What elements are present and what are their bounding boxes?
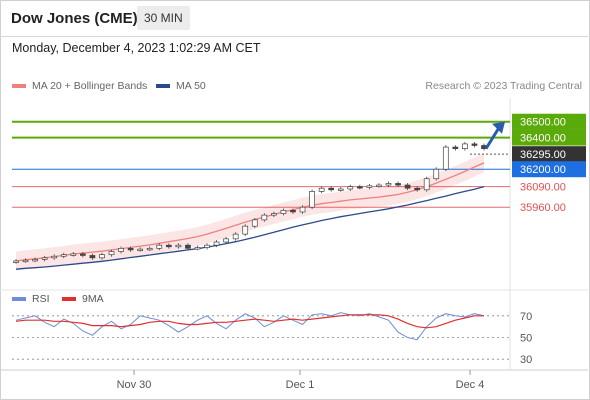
projection-arrow [484,126,501,150]
chart-header: Dow Jones (CME) 30 MIN [0,0,588,37]
candle-body [261,214,268,221]
legend-rsi-ma-label: 9MA [82,293,104,305]
candle-body [127,247,134,251]
candle-body [290,210,296,213]
instrument-title: Dow Jones (CME) [11,10,138,27]
x-tick-label: Dec 1 [286,379,315,391]
candle-body [385,183,392,186]
legend-ma20: MA 20 + Bollinger Bands [12,80,147,92]
legend-ma20-label: MA 20 + Bollinger Bands [32,80,148,92]
candle-body [99,254,105,259]
candle-body [242,225,249,235]
candle-body [347,186,354,190]
x-tick-label: Nov 30 [117,379,152,391]
level-label-36295.00: 36295.00 [520,149,566,161]
level-tag-36295.00 [512,146,586,163]
candle-body [185,244,191,249]
candle-body [89,255,96,259]
candle-body [204,244,210,248]
candle-body [280,210,287,214]
x-tick-label: Dec 4 [456,379,485,391]
candle-body [108,251,115,256]
ma50-line [15,185,485,270]
candle-body [232,233,239,240]
legend-ma50: MA 50 [156,80,206,92]
candle-body [271,213,277,216]
chart-datetime: Monday, December 4, 2023 1:02:29 AM CET [12,41,261,55]
candle-body [80,253,86,256]
level-label-36090.00: 36090.00 [520,182,566,194]
candle-body [299,206,306,213]
candle-body [175,244,182,248]
projection-arrow-head [492,121,505,134]
candle-body [13,260,19,263]
rsi-line [15,312,485,341]
candle-body [146,247,153,251]
rsi-tick-70: 70 [520,311,532,323]
candle-body [337,188,344,191]
candle-body [462,143,468,149]
candle-body [60,254,67,257]
ma20-line [15,162,485,262]
candle-body [251,219,258,227]
candle-body [213,241,220,246]
timeframe-button[interactable]: 30 MIN [137,6,190,30]
candle-body [165,244,172,248]
bollinger-band [16,153,484,271]
candle-body [376,184,382,187]
level-tag-36500.00 [512,113,586,130]
legend-rsi-label: RSI [32,293,50,305]
rsi-ma-line [15,314,484,329]
candle-body [51,255,58,259]
level-tag-36400.00 [512,129,586,146]
rsi-swatch [12,297,26,302]
candle-body [452,146,459,149]
level-label-36200.00: 36200.00 [520,164,566,176]
candle-body [442,146,449,170]
candle-body [137,248,144,251]
candle-body [70,253,77,256]
candle-body [156,244,163,249]
level-label-36500.00: 36500.00 [520,117,566,129]
candle-body [32,259,38,262]
ma50-swatch [156,84,170,89]
legend-rsi: RSI [12,293,50,305]
level-label-35960.00: 35960.00 [520,202,566,214]
candle-body [118,247,124,252]
candle-body [194,247,201,250]
candle-body [22,259,29,263]
legend-ma50-label: MA 50 [176,80,206,92]
credit-text: Research © 2023 Trading Central [425,80,582,92]
candle-body [366,185,373,188]
candle-body [223,238,229,243]
ma20-swatch [12,84,26,89]
level-label-36400.00: 36400.00 [520,133,566,145]
candle-body [423,178,430,191]
candle-body [309,191,315,208]
candle-body [318,187,325,192]
candle-body [433,168,440,180]
candle-body [41,257,48,260]
rsi-tick-50: 50 [520,333,532,345]
candle-body [328,187,335,191]
candle-body [356,186,363,189]
candle-body [404,184,411,189]
rsi-ma-swatch [62,297,76,302]
candle-body [414,187,420,191]
candle-body [471,143,478,146]
candle-body [395,183,401,186]
legend-rsi-ma: 9MA [62,293,104,305]
level-tag-36200.00 [512,161,586,178]
rsi-tick-30: 30 [520,354,532,366]
